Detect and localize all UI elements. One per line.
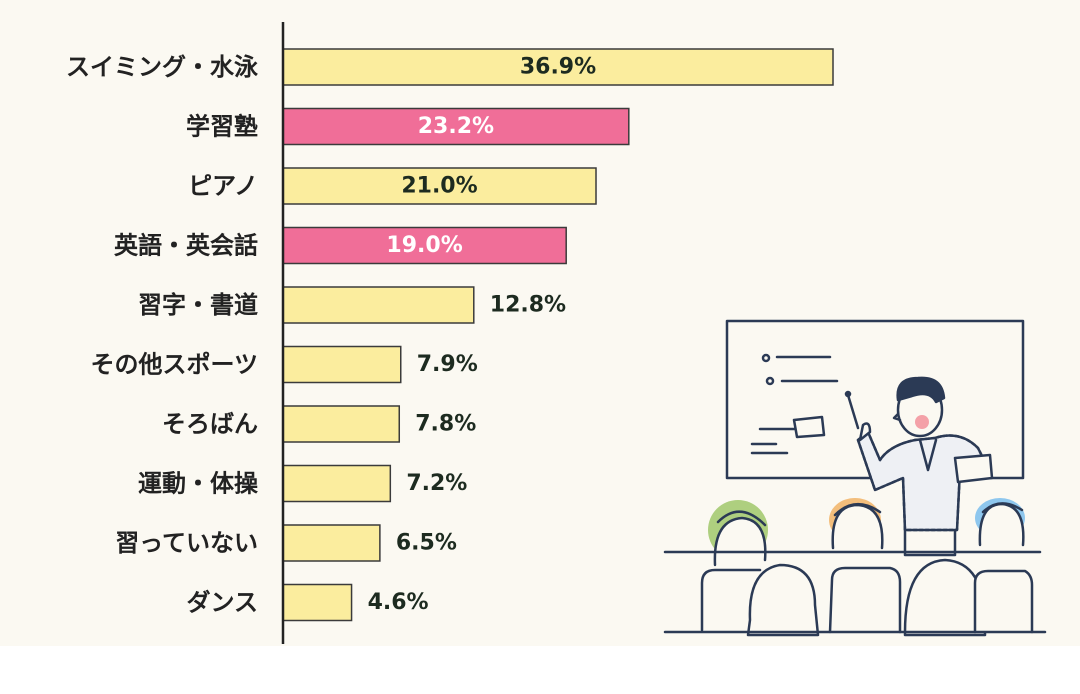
value-label: 7.8% <box>415 412 476 437</box>
bar <box>282 48 834 86</box>
student-back-icon <box>828 558 987 637</box>
bar <box>282 167 597 205</box>
bar <box>282 464 392 503</box>
category-label: その他スポーツ <box>90 351 258 379</box>
classroom-teacher-illustration-icon <box>663 319 1047 637</box>
category-label: スイミング・水泳 <box>66 53 259 81</box>
value-label: 4.6% <box>368 590 429 615</box>
category-label: そろばん <box>162 410 258 438</box>
category-label: 運動・体操 <box>138 470 258 498</box>
teacher-icon <box>844 376 994 557</box>
student-icon <box>708 500 768 567</box>
category-label: 習字・書道 <box>138 291 258 319</box>
student-back-icon <box>700 563 820 637</box>
bar <box>282 524 381 562</box>
bar <box>282 286 475 324</box>
value-label: 21.0% <box>401 174 477 199</box>
bar <box>282 226 567 265</box>
value-label: 12.8% <box>490 293 566 318</box>
bar <box>282 405 401 443</box>
category-label: 学習塾 <box>186 113 258 141</box>
value-label: 7.9% <box>417 352 478 377</box>
value-label: 23.2% <box>418 114 494 139</box>
bars-layer: スイミング・水泳 36.9% 学習塾 23.2% ピアノ 21.0% 英語・英会話 19.0%… <box>66 48 834 622</box>
category-label: ピアノ <box>188 172 258 200</box>
category-label: 習っていない <box>115 529 258 557</box>
value-label: 36.9% <box>520 55 596 80</box>
student-icon <box>975 498 1025 547</box>
value-label: 6.5% <box>396 531 457 556</box>
category-label: ダンス <box>186 589 258 617</box>
student-back-icon <box>973 569 1034 634</box>
value-label: 7.2% <box>406 471 467 496</box>
bar <box>282 345 402 384</box>
student-icon <box>829 498 884 550</box>
category-label: 英語・英会話 <box>114 232 258 260</box>
bar <box>282 583 353 622</box>
bar <box>282 107 630 146</box>
value-label: 19.0% <box>386 233 462 258</box>
